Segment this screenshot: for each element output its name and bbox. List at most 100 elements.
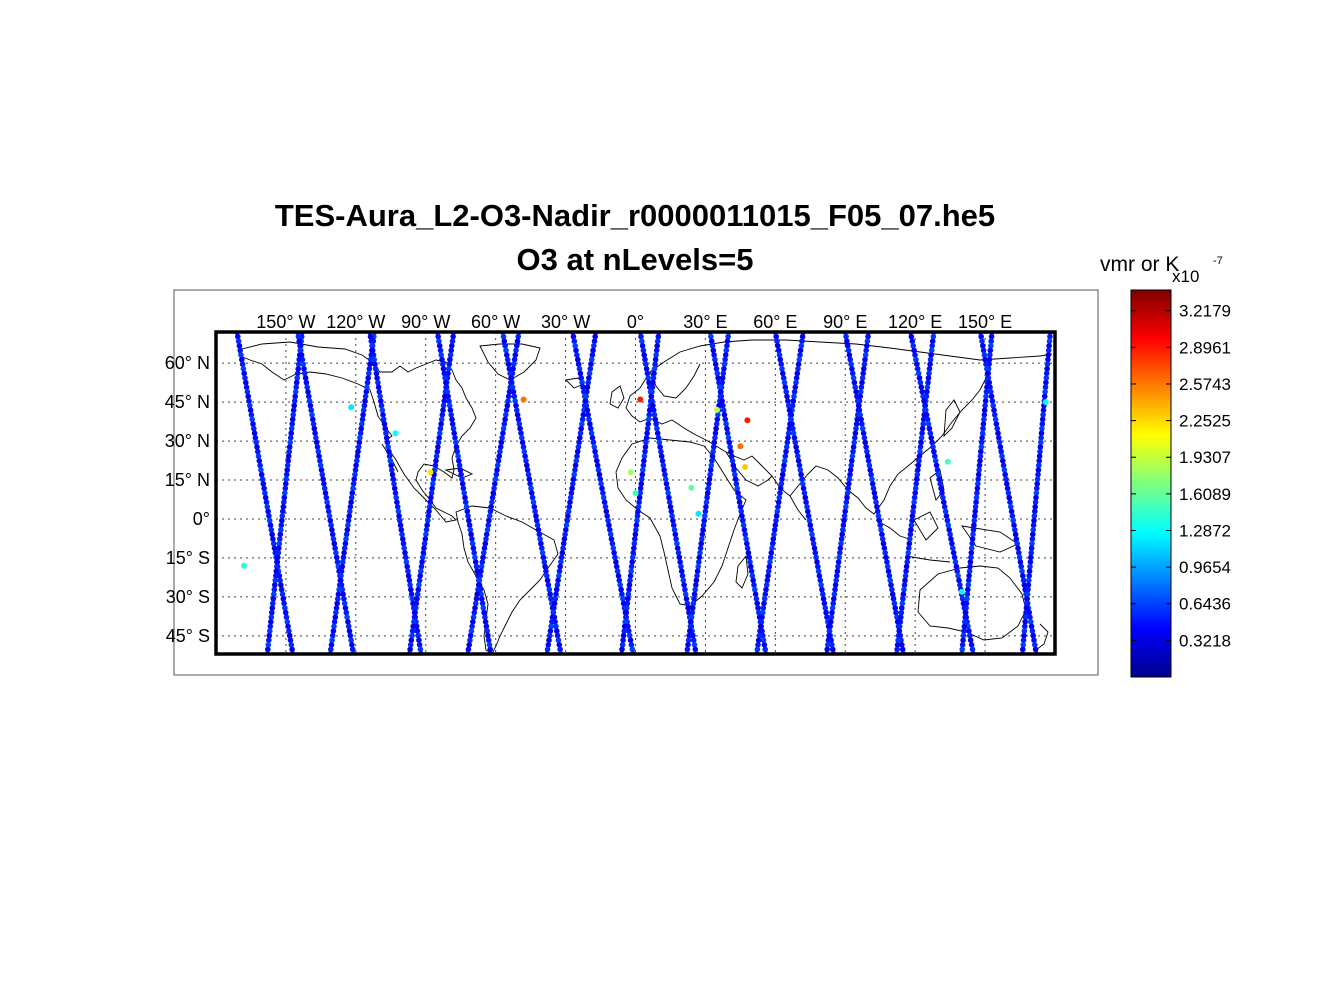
data-point (962, 619, 968, 625)
orbit-track (367, 332, 424, 654)
data-point (924, 384, 931, 391)
data-point (787, 412, 794, 418)
data-point (419, 559, 425, 565)
data-point (418, 563, 425, 570)
data-point (345, 619, 351, 625)
data-point (588, 425, 594, 432)
data-point (472, 559, 479, 565)
colorbar-tick-label: 2.2525 (1179, 412, 1231, 431)
data-point (620, 637, 626, 643)
data-point (1031, 513, 1038, 519)
data-point (723, 347, 730, 354)
data-point (785, 435, 791, 441)
data-point (928, 435, 934, 441)
data-point (937, 481, 943, 487)
data-point (297, 343, 303, 349)
data-point (414, 591, 421, 597)
data-point (685, 642, 691, 648)
data-point (929, 343, 935, 349)
data-point (548, 596, 554, 602)
data-point (408, 637, 415, 643)
data-point (364, 379, 371, 386)
data-point (882, 550, 888, 556)
data-point (988, 389, 994, 395)
data-point (876, 517, 883, 524)
colorbar-tick-label: 1.6089 (1179, 485, 1231, 504)
data-point (440, 402, 447, 409)
data-point (972, 513, 978, 519)
data-point (919, 389, 925, 395)
data-point (433, 453, 440, 460)
data-point (303, 379, 310, 386)
data-point (626, 586, 632, 593)
data-point (913, 356, 919, 363)
data-point-high (742, 464, 748, 470)
data-point (346, 628, 353, 634)
data-point (959, 646, 965, 653)
data-point (641, 352, 647, 358)
data-point (511, 356, 518, 363)
data-point (340, 591, 346, 597)
data-point (522, 453, 528, 460)
data-point (938, 485, 944, 492)
data-point (942, 508, 949, 515)
data-point (592, 448, 598, 455)
data-point (641, 458, 647, 464)
south-america-coastline (455, 505, 559, 654)
data-point (456, 458, 462, 464)
data-point (480, 605, 487, 611)
data-point (832, 582, 839, 588)
data-point (909, 338, 916, 345)
data-point (546, 632, 553, 639)
data-point (780, 467, 787, 473)
africa-coastline (615, 437, 747, 607)
data-point (978, 448, 984, 455)
data-point (799, 333, 806, 340)
data-point (910, 504, 917, 510)
data-point (367, 333, 374, 340)
data-point (271, 586, 278, 593)
data-point (268, 614, 275, 620)
latitude-label: 0° (193, 509, 210, 529)
data-point (965, 582, 972, 588)
data-point (265, 642, 272, 648)
data-point (696, 554, 703, 561)
data-point (253, 439, 259, 446)
data-point (342, 540, 349, 547)
data-point (658, 453, 665, 460)
data-point (334, 600, 341, 607)
data-point (637, 485, 644, 492)
data-point (426, 504, 433, 510)
data-point (945, 522, 952, 528)
data-point (556, 642, 563, 648)
data-point (824, 646, 830, 653)
data-point (438, 352, 445, 358)
data-point (903, 563, 910, 570)
data-point (263, 499, 270, 506)
data-point (1032, 508, 1038, 515)
data-point (529, 490, 535, 496)
data-point (939, 490, 945, 496)
data-point (557, 563, 563, 570)
data-point (935, 471, 942, 478)
data-point (797, 467, 804, 473)
data-point (707, 471, 713, 478)
data-point (412, 609, 418, 616)
data-point (575, 356, 581, 363)
data-point (789, 402, 796, 409)
data-point (591, 338, 598, 345)
data-point (239, 361, 246, 368)
data-point (645, 421, 651, 427)
data-point (973, 494, 980, 501)
data-point (1034, 476, 1041, 483)
data-point (505, 398, 511, 404)
data-point (728, 448, 734, 455)
data-point (999, 453, 1005, 460)
data-point (952, 559, 959, 565)
data-point (624, 605, 630, 611)
data-point (1020, 637, 1027, 643)
data-point (423, 531, 429, 538)
data-point (681, 582, 687, 588)
data-point (840, 527, 846, 533)
